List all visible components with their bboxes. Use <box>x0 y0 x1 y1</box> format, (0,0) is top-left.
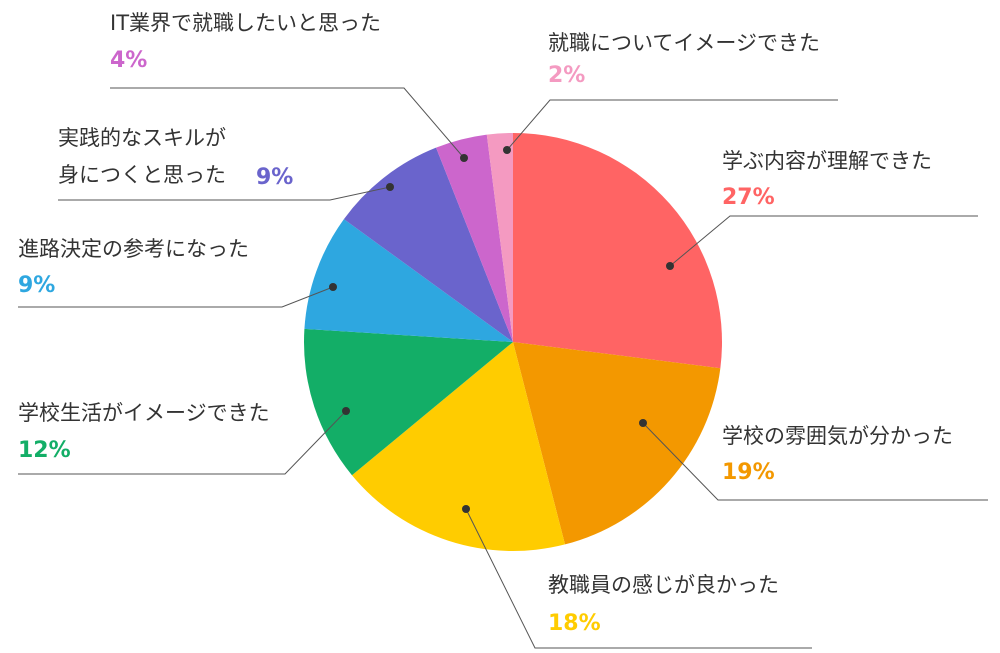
pie-slice-1 <box>513 342 721 545</box>
leader-lines <box>18 87 988 649</box>
pie-slice-7 <box>486 133 513 342</box>
slice-percent-5: 9% <box>256 165 293 190</box>
leader-dot-0 <box>666 262 674 270</box>
leader-dot-5 <box>386 183 394 191</box>
slice-percent-2: 18% <box>548 611 601 636</box>
slice-percent-6: 4% <box>110 48 147 73</box>
pie-slice-5 <box>343 147 513 342</box>
pie-slice-3 <box>303 328 513 476</box>
leader-dot-2 <box>462 505 470 513</box>
slice-percent-7: 2% <box>548 63 585 88</box>
pie-slice-4 <box>304 219 513 342</box>
leader-dot-7 <box>503 146 511 154</box>
slice-label-4: 進路決定の参考になった <box>18 237 249 261</box>
leader-line-1 <box>642 422 988 501</box>
leader-line-0 <box>669 215 978 267</box>
pie-slice-6 <box>436 134 513 342</box>
leader-dot-3 <box>342 407 350 415</box>
slice-percent-3: 12% <box>18 438 71 463</box>
slice-percent-0: 27% <box>722 185 775 210</box>
pie-slice-2 <box>351 342 565 551</box>
leader-line-7 <box>506 99 838 151</box>
slice-percent-4: 9% <box>18 273 55 298</box>
leader-dot-4 <box>329 283 337 291</box>
leader-line-2 <box>465 508 812 649</box>
leader-dot-6 <box>460 154 468 162</box>
slice-percent-1: 19% <box>722 460 775 485</box>
pie-slice-0 <box>513 133 722 369</box>
leader-line-5 <box>58 186 391 201</box>
slice-label-7: 就職についてイメージできた <box>548 31 820 55</box>
leader-line-6 <box>110 87 465 159</box>
slice-label-3: 学校生活がイメージできた <box>18 401 270 425</box>
slice-label-5: 実践的なスキルが身につくと思った <box>58 126 226 187</box>
slice-label-0: 学ぶ内容が理解できた <box>722 149 932 173</box>
pie-slices <box>303 133 722 551</box>
leader-line-4 <box>18 286 334 308</box>
slice-label-6: IT業界で就職したいと思った <box>110 11 381 35</box>
leader-line-3 <box>18 410 347 475</box>
leader-dot-1 <box>639 419 647 427</box>
slice-label-2: 教職員の感じが良かった <box>548 573 779 597</box>
slice-label-1: 学校の雰囲気が分かった <box>722 424 953 448</box>
